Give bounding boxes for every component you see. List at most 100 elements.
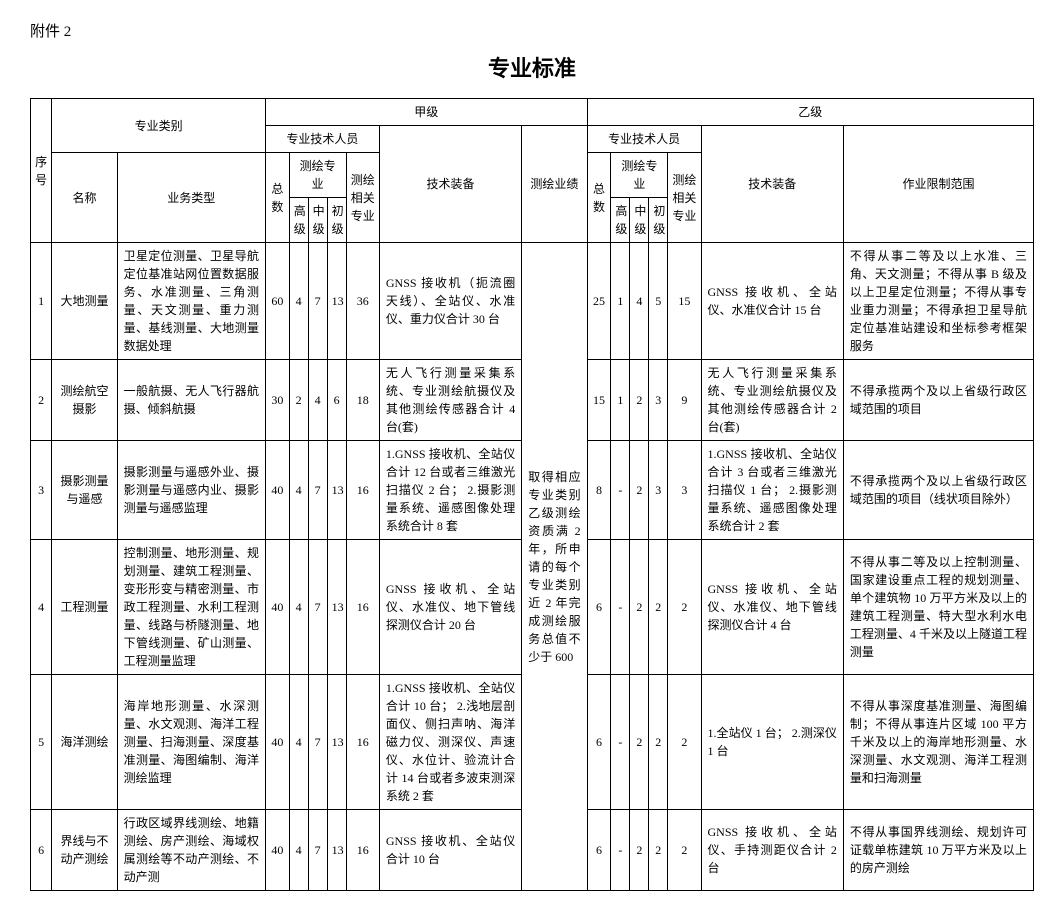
table-cell: 3 (31, 441, 52, 540)
table-cell: 不得从事二等及以上水准、三角、天文测量；不得从事 B 级及以上卫星定位测量；不得… (843, 243, 1033, 360)
th-scope: 作业限制范围 (843, 126, 1033, 243)
table-cell: 不得承揽两个及以上省级行政区域范围的项目（线状项目除外） (843, 441, 1033, 540)
table-cell: - (611, 810, 630, 891)
th-chu-yi: 初级 (649, 198, 668, 243)
table-cell: 7 (308, 810, 327, 891)
table-cell: 1 (31, 243, 52, 360)
th-perf: 测绘业绩 (522, 126, 587, 243)
table-cell: 1.全站仪 1 台； 2.测深仪 1 台 (701, 675, 843, 810)
th-gao-yi: 高级 (611, 198, 630, 243)
page-title: 专业标准 (30, 51, 1034, 83)
table-cell: 不得承揽两个及以上省级行政区域范围的项目 (843, 360, 1033, 441)
th-zhong-yi: 中级 (630, 198, 649, 243)
table-cell: GNSS 接收机、全站仪合计 10 台 (379, 810, 521, 891)
th-related-major-yi: 测绘相关专业 (668, 153, 701, 243)
table-cell: 2 (630, 360, 649, 441)
table-cell: 4 (289, 810, 308, 891)
table-cell: 9 (668, 360, 701, 441)
table-cell: 2 (289, 360, 308, 441)
table-cell: 13 (327, 810, 346, 891)
th-survey-major-jia: 测绘专业 (289, 153, 346, 198)
table-cell: 摄影测量与遥感外业、摄影测量与遥感内业、摄影测量与遥感监理 (117, 441, 265, 540)
table-cell: - (611, 441, 630, 540)
th-name: 名称 (52, 153, 117, 243)
standards-table: 序号 专业类别 甲级 乙级 专业技术人员 技术装备 测绘业绩 专业技术人员 技术… (30, 98, 1034, 891)
table-cell: 控制测量、地形测量、规划测量、建筑工程测量、变形形变与精密测量、市政工程测量、水… (117, 540, 265, 675)
th-yi: 乙级 (587, 99, 1033, 126)
table-cell: 2 (630, 675, 649, 810)
table-cell: 7 (308, 243, 327, 360)
table-cell: 15 (668, 243, 701, 360)
table-cell: 7 (308, 441, 327, 540)
th-chu-jia: 初级 (327, 198, 346, 243)
table-cell: 5 (31, 675, 52, 810)
table-cell: 3 (649, 441, 668, 540)
th-total-yi: 总数 (587, 153, 611, 243)
table-cell: 15 (587, 360, 611, 441)
th-survey-major-yi: 测绘专业 (611, 153, 668, 198)
table-cell: 16 (346, 675, 379, 810)
th-equip-yi: 技术装备 (701, 126, 843, 243)
table-cell: 2 (668, 810, 701, 891)
th-gao-jia: 高级 (289, 198, 308, 243)
table-cell: 不得从事深度基准测量、海图编制；不得从事连片区域 100 平方千米及以上的海岸地… (843, 675, 1033, 810)
th-tech-pers-yi: 专业技术人员 (587, 126, 701, 153)
table-cell: 不得从事国界线测绘、规划许可证载单栋建筑 10 万平方米及以上的房产测绘 (843, 810, 1033, 891)
table-cell: 2 (668, 675, 701, 810)
table-cell: 工程测量 (52, 540, 117, 675)
table-cell: 2 (649, 810, 668, 891)
table-cell: 无人飞行测量采集系统、专业测绘航摄仪及其他测绘传感器合计 4 台(套) (379, 360, 521, 441)
table-cell: 6 (587, 675, 611, 810)
table-cell: 40 (265, 675, 289, 810)
th-zhong-jia: 中级 (308, 198, 327, 243)
table-cell: 4 (289, 441, 308, 540)
th-spec: 专业类别 (52, 99, 266, 153)
table-cell: 卫星定位测量、卫星导航定位基准站网位置数据服务、水准测量、三角测量、天文测量、重… (117, 243, 265, 360)
table-cell: 2 (31, 360, 52, 441)
table-cell: 6 (327, 360, 346, 441)
table-cell: 40 (265, 540, 289, 675)
table-cell: 16 (346, 441, 379, 540)
table-cell: 36 (346, 243, 379, 360)
table-cell: 2 (649, 540, 668, 675)
table-cell: 5 (649, 243, 668, 360)
table-cell: 不得从事二等及以上控制测量、国家建设重点工程的规划测量、单个建筑物 10 万平方… (843, 540, 1033, 675)
table-cell: 2 (630, 441, 649, 540)
table-cell: 4 (630, 243, 649, 360)
th-tech-pers-jia: 专业技术人员 (265, 126, 379, 153)
table-cell: 13 (327, 675, 346, 810)
table-cell: 4 (289, 675, 308, 810)
table-cell: 40 (265, 810, 289, 891)
table-cell: 1.GNSS 接收机、全站仪合计 12 台或者三维激光扫描仪 2 台； 2.摄影… (379, 441, 521, 540)
table-cell: 1.GNSS 接收机、全站仪合计 3 台或者三维激光扫描仪 1 台； 2.摄影测… (701, 441, 843, 540)
table-cell: 7 (308, 540, 327, 675)
table-cell: 4 (308, 360, 327, 441)
table-cell: 大地测量 (52, 243, 117, 360)
table-cell: 取得相应专业类别乙级测绘资质满 2 年，所申请的每个专业类别近 2 年完成测绘服… (522, 243, 587, 891)
table-cell: 7 (308, 675, 327, 810)
table-cell: 1.GNSS 接收机、全站仪合计 10 台； 2.浅地层剖面仪、侧扫声呐、海洋磁… (379, 675, 521, 810)
table-cell: 16 (346, 810, 379, 891)
table-row: 1大地测量卫星定位测量、卫星导航定位基准站网位置数据服务、水准测量、三角测量、天… (31, 243, 1034, 360)
th-related-major-jia: 测绘相关专业 (346, 153, 379, 243)
table-cell: 1 (611, 360, 630, 441)
th-equip-jia: 技术装备 (379, 126, 521, 243)
table-cell: 16 (346, 540, 379, 675)
table-cell: 6 (587, 810, 611, 891)
table-cell: 30 (265, 360, 289, 441)
table-cell: 18 (346, 360, 379, 441)
table-cell: 6 (31, 810, 52, 891)
table-cell: 4 (289, 540, 308, 675)
table-cell: GNSS 接收机、全站仪、手持测距仪合计 2 台 (701, 810, 843, 891)
table-cell: 海岸地形测量、水深测量、水文观测、海洋工程测量、扫海测量、深度基准测量、海图编制… (117, 675, 265, 810)
table-cell: 6 (587, 540, 611, 675)
table-cell: 一般航摄、无人飞行器航摄、倾斜航摄 (117, 360, 265, 441)
table-cell: 摄影测量与遥感 (52, 441, 117, 540)
th-jia: 甲级 (265, 99, 587, 126)
table-cell: 40 (265, 441, 289, 540)
table-cell: 2 (630, 810, 649, 891)
table-cell: 13 (327, 243, 346, 360)
table-cell: 3 (668, 441, 701, 540)
table-cell: GNSS 接收机、全站仪、水准仪合计 15 台 (701, 243, 843, 360)
table-cell: GNSS 接收机、全站仪、水准仪、地下管线探测仪合计 4 台 (701, 540, 843, 675)
